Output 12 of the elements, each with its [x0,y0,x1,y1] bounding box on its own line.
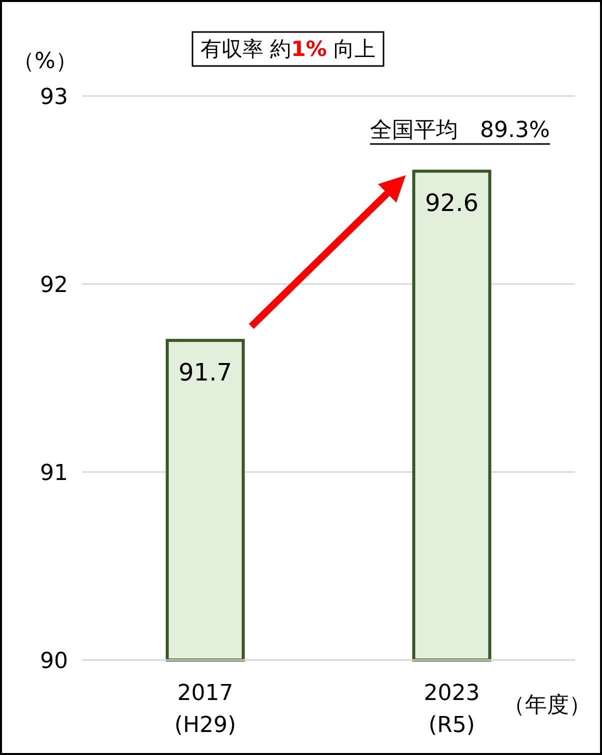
y-tick-label: 93 [40,85,68,110]
x-tick-label: 2017 (H29) [174,681,236,738]
data-label: 91.7 [178,358,232,386]
x-tick-label: 2023 (R5) [424,681,480,738]
y-tick-label: 92 [40,273,68,298]
annotation: 全国平均 89.3% [370,118,550,143]
y-axis-title: （%） [12,49,78,74]
y-tick-label: 91 [40,461,68,486]
chart-title: 有収率 約1% 向上 [200,37,376,61]
x-axis-title: （年度） [503,693,591,718]
y-tick-label: 90 [40,649,68,674]
data-label: 92.6 [425,189,478,218]
